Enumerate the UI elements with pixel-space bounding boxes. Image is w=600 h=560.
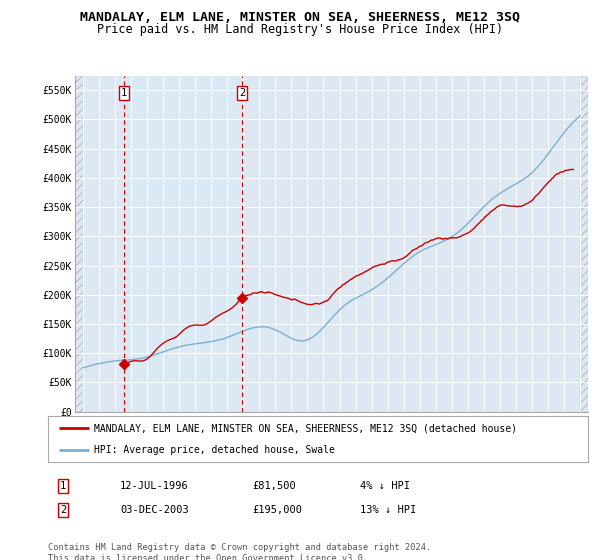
Text: HPI: Average price, detached house, Swale: HPI: Average price, detached house, Swal…: [94, 445, 335, 455]
Text: 1: 1: [60, 481, 66, 491]
Text: £195,000: £195,000: [252, 505, 302, 515]
Text: Price paid vs. HM Land Registry's House Price Index (HPI): Price paid vs. HM Land Registry's House …: [97, 22, 503, 36]
Text: 12-JUL-1996: 12-JUL-1996: [120, 481, 189, 491]
Text: 2: 2: [60, 505, 66, 515]
Text: 1: 1: [121, 88, 127, 98]
Text: £81,500: £81,500: [252, 481, 296, 491]
Text: MANDALAY, ELM LANE, MINSTER ON SEA, SHEERNESS, ME12 3SQ (detached house): MANDALAY, ELM LANE, MINSTER ON SEA, SHEE…: [94, 423, 517, 433]
Bar: [124, 76, 242, 412]
Text: Contains HM Land Registry data © Crown copyright and database right 2024.
This d: Contains HM Land Registry data © Crown c…: [48, 543, 431, 560]
Text: 03-DEC-2003: 03-DEC-2003: [120, 505, 189, 515]
Text: MANDALAY, ELM LANE, MINSTER ON SEA, SHEERNESS, ME12 3SQ: MANDALAY, ELM LANE, MINSTER ON SEA, SHEE…: [80, 11, 520, 25]
Text: 2: 2: [239, 88, 245, 98]
Text: 4% ↓ HPI: 4% ↓ HPI: [360, 481, 410, 491]
Text: 13% ↓ HPI: 13% ↓ HPI: [360, 505, 416, 515]
